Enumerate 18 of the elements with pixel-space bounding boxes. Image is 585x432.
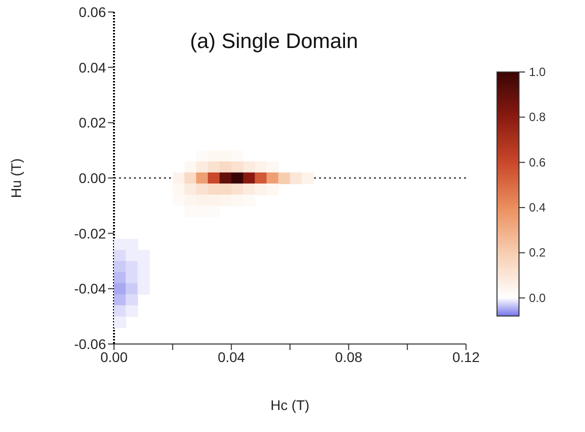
y-tick-label: -0.04 [74, 280, 106, 297]
color-bar-label: 0.2 [529, 246, 546, 260]
y-tick-label: 0.02 [78, 114, 106, 131]
y-tick-label: 0.00 [78, 170, 106, 186]
y-tick-label: -0.02 [74, 225, 106, 242]
y-tick-label: 0.04 [78, 59, 106, 76]
x-axis-title: Hc (T) [270, 397, 310, 413]
x-tick-label: 0.04 [218, 348, 246, 365]
color-bar-label: 0.0 [529, 290, 546, 305]
y-axis-title: Hu (T) [8, 158, 24, 198]
color-bar-label: 1.0 [529, 65, 546, 79]
y-tick-label: 0.06 [78, 4, 106, 20]
x-tick-label: 0.12 [452, 348, 480, 365]
color-bar-label: 0.8 [529, 110, 546, 124]
color-bar-label: 0.6 [529, 155, 546, 170]
color-bar-label: 0.4 [529, 200, 546, 215]
text: (a) Single Domain [190, 30, 358, 54]
x-tick-label: 0.08 [335, 348, 363, 365]
